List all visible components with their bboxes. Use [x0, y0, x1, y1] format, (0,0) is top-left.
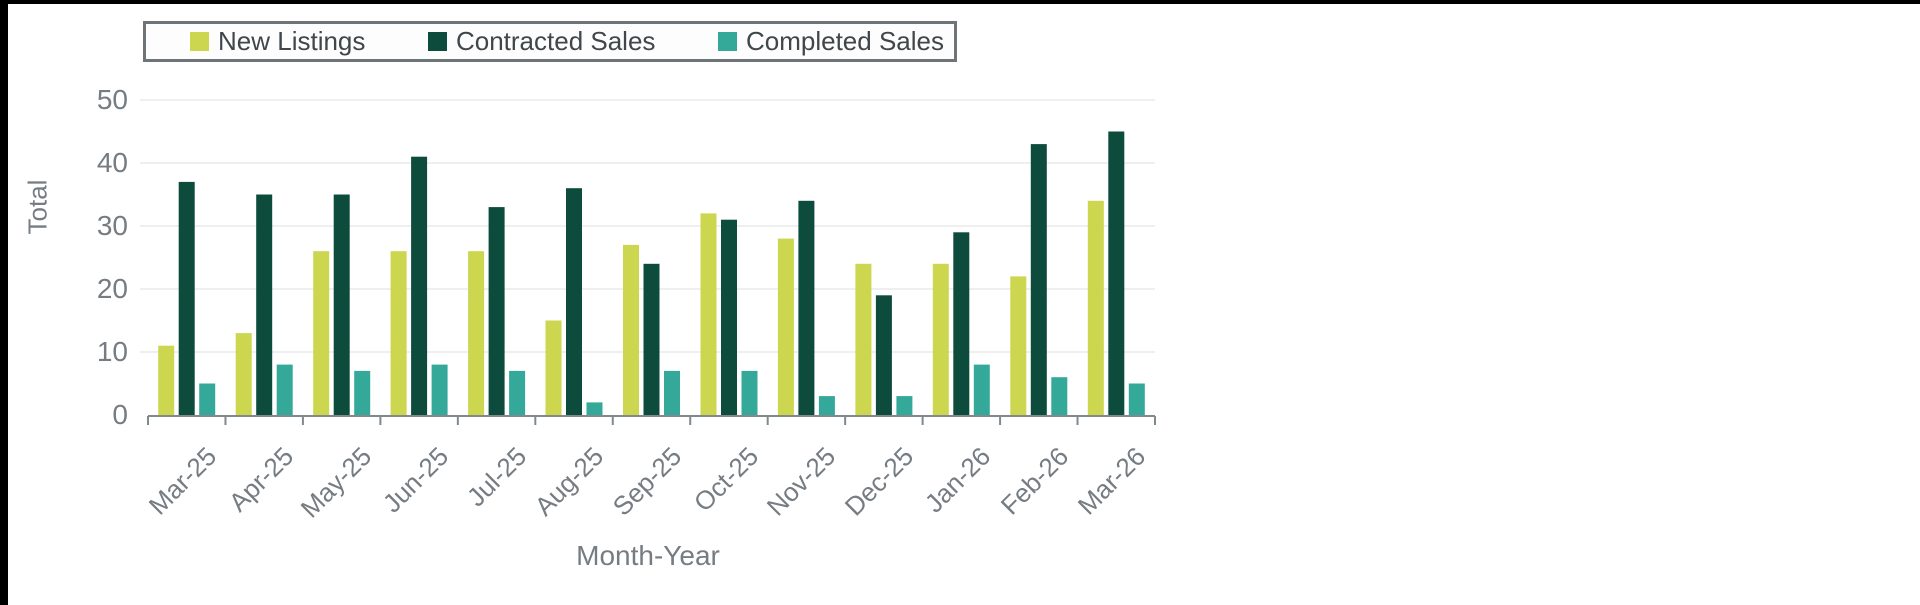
x-tick-label: May-25 [294, 441, 377, 524]
bar [256, 194, 273, 415]
y-tick-label: 0 [112, 399, 128, 430]
plot-canvas [140, 99, 1156, 425]
bar [509, 370, 526, 415]
bar [777, 238, 794, 415]
x-tick-label: Oct-25 [687, 441, 765, 518]
x-axis-title: Month-Year [576, 540, 720, 571]
bar [411, 156, 428, 415]
bar [468, 251, 485, 415]
y-tick-label: 30 [96, 210, 128, 241]
bar [545, 320, 562, 415]
x-tick-label: Sep-25 [606, 441, 687, 522]
chart-legend: New Listings Contracted Sales Completed … [143, 21, 957, 62]
bar [276, 364, 293, 415]
top-edge-bar [0, 0, 1920, 4]
bar [1010, 276, 1027, 415]
bar [953, 232, 970, 415]
x-tick-label: Jun-25 [376, 441, 455, 519]
x-tick-label: Jul-25 [460, 441, 532, 513]
x-tick-label: Dec-25 [838, 441, 920, 522]
y-tick-label: 50 [96, 84, 128, 115]
legend-item-completed-sales: Completed Sales [717, 26, 944, 57]
bar [354, 370, 371, 415]
bar [431, 364, 448, 415]
x-tick-label: Mar-26 [1072, 441, 1152, 521]
x-tick-label: Jan-26 [919, 441, 997, 519]
bar [313, 251, 330, 415]
left-edge-bar [0, 0, 8, 605]
y-tick-label: 40 [96, 147, 128, 178]
bar [700, 213, 717, 415]
bar [586, 402, 603, 415]
bar [932, 263, 949, 415]
legend-label: New Listings [218, 26, 366, 56]
legend-label: Completed Sales [745, 26, 944, 56]
legend-item-new-listings: New Listings [190, 26, 365, 57]
bar [1051, 377, 1068, 415]
legend-swatch-completed-sales [717, 32, 737, 51]
legend-item-contracted-sales: Contracted Sales [427, 26, 656, 57]
y-tick-label: 10 [96, 336, 128, 367]
bar [1128, 383, 1145, 415]
bar [818, 396, 835, 415]
x-tick-label: Apr-25 [223, 441, 300, 518]
bar [855, 263, 872, 415]
y-tick-label: 20 [96, 273, 128, 304]
bar [741, 370, 758, 415]
bar [664, 370, 680, 415]
bar [643, 263, 660, 415]
bar [1030, 144, 1047, 415]
bar [390, 251, 407, 415]
x-tick-label: Nov-25 [761, 441, 842, 522]
bar [235, 333, 252, 415]
bar [896, 396, 913, 415]
y-axis-title: Total [22, 179, 53, 235]
legend-label: Contracted Sales [455, 26, 656, 56]
legend-swatch-contracted-sales [427, 32, 447, 51]
bar [333, 194, 350, 415]
bar [721, 219, 737, 415]
bar [158, 345, 175, 415]
bar [1087, 200, 1104, 415]
bar [875, 295, 892, 415]
bar [623, 244, 639, 415]
bar [798, 200, 815, 415]
bar [566, 188, 582, 415]
bar [488, 207, 505, 415]
bar [199, 383, 216, 415]
x-tick-label: Aug-25 [528, 441, 610, 522]
bar [1108, 131, 1125, 415]
x-tick-label: Feb-26 [994, 441, 1075, 521]
x-tick-label: Mar-25 [142, 441, 222, 521]
legend-swatch-new-listings [190, 32, 209, 51]
bar [178, 181, 195, 415]
bar [973, 364, 990, 415]
